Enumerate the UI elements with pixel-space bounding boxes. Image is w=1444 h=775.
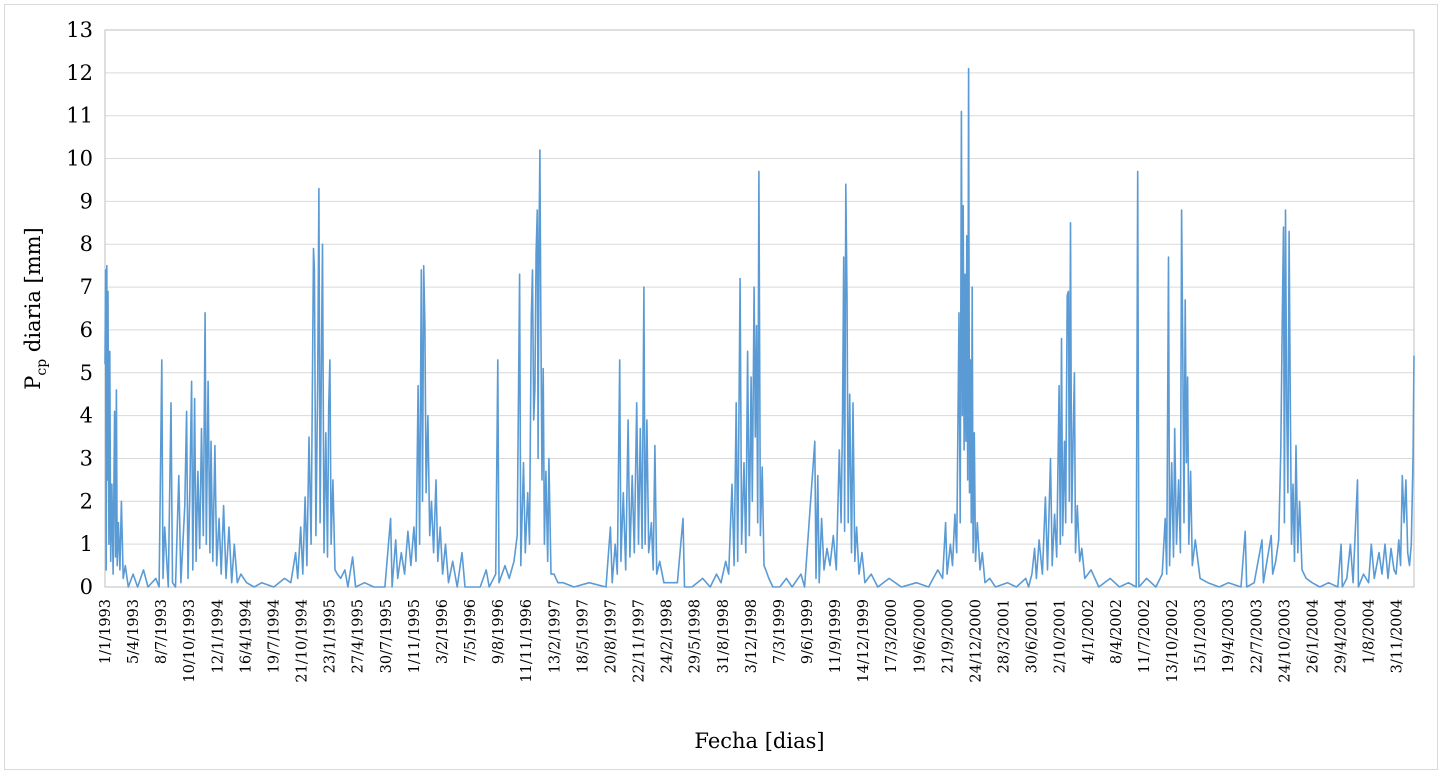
x-tick-label: 15/1/2003	[1193, 599, 1209, 673]
x-tick-label: 20/8/1997	[603, 599, 619, 673]
x-tick-label: 21/9/2000	[940, 599, 956, 673]
chart-frame	[4, 4, 1438, 770]
x-tick-label: 11/9/1999	[828, 599, 844, 673]
y-tick-label: 11	[66, 104, 93, 128]
x-tick-label: 11/7/2002	[1137, 599, 1153, 673]
y-axis-title-main: P	[21, 376, 45, 390]
x-tick-label: 3/11/2004	[1390, 599, 1406, 673]
x-tick-label: 4/1/2002	[1081, 599, 1097, 664]
x-tick-label: 8/4/2002	[1109, 599, 1125, 664]
x-axis-ticks: 1/1/1993 5/4/1993 8/7/1993 10/10/1993 12/1/1…	[98, 599, 1406, 683]
x-tick-label: 30/7/1995	[379, 599, 395, 673]
x-axis-title: Fecha [dias]	[694, 729, 824, 753]
y-tick-label: 2	[80, 489, 93, 513]
y-tick-label: 7	[80, 275, 93, 299]
x-tick-label: 26/1/2004	[1305, 599, 1321, 673]
x-tick-label: 2/10/2001	[1053, 599, 1069, 673]
x-tick-label: 27/4/1995	[351, 599, 367, 673]
y-axis-title-rest: diaria [mm]	[21, 227, 45, 359]
x-tick-label: 13/2/1997	[547, 599, 563, 673]
x-tick-label: 19/7/1994	[266, 599, 282, 673]
y-tick-label: 1	[80, 532, 93, 556]
y-tick-label: 13	[66, 18, 93, 42]
x-tick-label: 24/12/2000	[968, 599, 984, 683]
x-tick-label: 8/7/1993	[154, 599, 170, 664]
x-tick-label: 7/5/1996	[463, 599, 479, 664]
x-tick-label: 1/11/1995	[407, 599, 423, 673]
x-tick-label: 16/4/1994	[238, 599, 254, 673]
x-tick-label: 13/10/2002	[1165, 599, 1181, 683]
x-tick-label: 29/5/1998	[688, 599, 704, 673]
x-tick-label: 17/3/2000	[884, 599, 900, 673]
y-tick-label: 6	[80, 318, 93, 342]
x-tick-label: 24/10/2003	[1277, 599, 1293, 683]
x-tick-label: 29/4/2004	[1334, 599, 1350, 673]
x-tick-label: 21/10/1994	[295, 599, 311, 683]
x-tick-label: 28/3/2001	[997, 599, 1013, 673]
y-tick-label: 0	[80, 575, 93, 599]
x-tick-label: 7/3/1999	[772, 599, 788, 664]
y-tick-label: 4	[80, 404, 93, 428]
x-tick-label: 9/6/1999	[800, 599, 816, 664]
x-tick-label: 22/11/1997	[632, 599, 648, 683]
y-axis-title: Pcp diaria [mm]	[21, 227, 50, 389]
x-tick-label: 1/1/1993	[98, 599, 114, 664]
x-tick-label: 23/1/1995	[323, 599, 339, 673]
y-tick-label: 12	[66, 61, 93, 85]
x-tick-label: 11/11/1996	[519, 599, 535, 683]
x-tick-label: 5/4/1993	[126, 599, 142, 664]
x-tick-label: 18/5/1997	[575, 599, 591, 673]
x-tick-label: 31/8/1998	[716, 599, 732, 673]
y-tick-label: 5	[80, 361, 93, 385]
series-line	[104, 67, 1415, 588]
x-tick-label: 14/12/1999	[856, 599, 872, 683]
y-tick-label: 8	[80, 232, 93, 256]
x-tick-label: 10/10/1993	[182, 599, 198, 683]
y-tick-label: 9	[80, 189, 93, 213]
y-tick-label: 10	[66, 147, 93, 171]
y-axis-title-subscript: cp	[34, 359, 50, 376]
x-tick-label: 1/8/2004	[1362, 599, 1378, 664]
x-tick-label: 22/7/2003	[1249, 599, 1265, 673]
x-tick-label: 19/6/2000	[912, 599, 928, 673]
x-tick-label: 12/1/1994	[210, 599, 226, 673]
x-tick-label: 3/12/1998	[744, 599, 760, 673]
x-tick-label: 19/4/2003	[1221, 599, 1237, 673]
x-tick-label: 9/8/1996	[491, 599, 507, 664]
x-tick-label: 30/6/2001	[1025, 599, 1041, 673]
x-tick-label: 3/2/1996	[435, 599, 451, 664]
x-tick-label: 24/2/1998	[660, 599, 676, 673]
y-tick-label: 3	[80, 446, 93, 470]
